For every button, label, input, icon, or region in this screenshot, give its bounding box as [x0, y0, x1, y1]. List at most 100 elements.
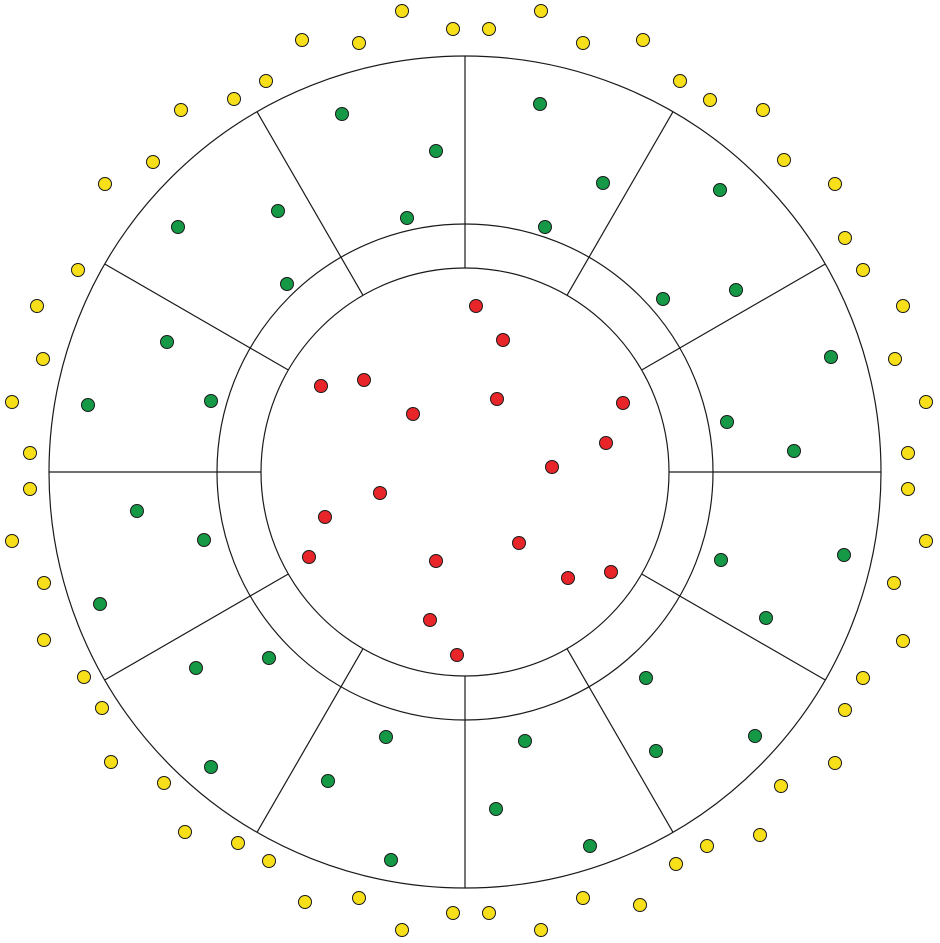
sector-divider — [256, 648, 364, 833]
yellow-dot — [901, 482, 915, 496]
green-dot — [130, 504, 144, 518]
yellow-dot — [753, 828, 767, 842]
yellow-dot — [104, 755, 118, 769]
yellow-dot — [95, 701, 109, 715]
yellow-dot — [446, 906, 460, 920]
red-dot — [423, 613, 437, 627]
yellow-dot — [157, 776, 171, 790]
yellow-dot — [23, 446, 37, 460]
yellow-dot — [352, 891, 366, 905]
yellow-dot — [636, 33, 650, 47]
yellow-dot — [576, 891, 590, 905]
yellow-dot — [856, 263, 870, 277]
yellow-dot — [700, 839, 714, 853]
yellow-dot — [37, 576, 51, 590]
sector-divider — [104, 263, 289, 371]
middle-circle — [216, 223, 714, 721]
green-dot — [518, 734, 532, 748]
yellow-dot — [36, 352, 50, 366]
green-dot — [400, 211, 414, 225]
yellow-dot — [756, 103, 770, 117]
yellow-dot — [534, 923, 548, 937]
yellow-dot — [37, 633, 51, 647]
green-dot — [656, 292, 670, 306]
yellow-dot — [98, 177, 112, 191]
red-dot — [604, 565, 618, 579]
green-dot — [583, 839, 597, 853]
green-dot — [824, 350, 838, 364]
yellow-dot — [446, 22, 460, 36]
green-dot — [713, 183, 727, 197]
red-dot — [561, 571, 575, 585]
green-dot — [596, 176, 610, 190]
red-dot — [406, 407, 420, 421]
yellow-dot — [174, 103, 188, 117]
green-dot — [759, 611, 773, 625]
red-dot — [357, 373, 371, 387]
red-dot — [545, 460, 559, 474]
sector-divider — [566, 648, 674, 833]
yellow-dot — [295, 33, 309, 47]
green-dot — [321, 774, 335, 788]
green-dot — [204, 394, 218, 408]
red-dot — [469, 299, 483, 313]
yellow-dot — [828, 177, 842, 191]
yellow-dot — [838, 231, 852, 245]
yellow-dot — [888, 352, 902, 366]
yellow-dot — [5, 534, 19, 548]
green-dot — [335, 107, 349, 121]
yellow-dot — [673, 74, 687, 88]
yellow-dot — [703, 93, 717, 107]
red-dot — [496, 333, 510, 347]
red-dot — [450, 648, 464, 662]
green-dot — [271, 204, 285, 218]
green-dot — [189, 661, 203, 675]
yellow-dot — [534, 4, 548, 18]
yellow-dot — [482, 22, 496, 36]
yellow-dot — [633, 898, 647, 912]
yellow-dot — [30, 299, 44, 313]
yellow-dot — [669, 857, 683, 871]
green-dot — [280, 277, 294, 291]
green-dot — [639, 671, 653, 685]
yellow-dot — [178, 825, 192, 839]
yellow-dot — [576, 36, 590, 50]
red-dot — [318, 510, 332, 524]
yellow-dot — [896, 299, 910, 313]
yellow-dot — [23, 482, 37, 496]
green-dot — [748, 729, 762, 743]
yellow-dot — [395, 923, 409, 937]
green-dot — [379, 730, 393, 744]
yellow-dot — [919, 395, 933, 409]
sector-divider — [641, 263, 826, 371]
yellow-dot — [482, 906, 496, 920]
sector-dividers — [49, 56, 881, 888]
yellow-dot — [828, 756, 842, 770]
yellow-dot — [919, 534, 933, 548]
sector-divider — [256, 111, 364, 296]
yellow-dot — [231, 836, 245, 850]
green-dot — [489, 802, 503, 816]
red-dot — [616, 396, 630, 410]
red-dot — [373, 486, 387, 500]
red-dot — [302, 550, 316, 564]
green-dot — [384, 853, 398, 867]
green-dot — [171, 220, 185, 234]
yellow-dot — [774, 779, 788, 793]
yellow-dot — [259, 74, 273, 88]
green-dot — [720, 415, 734, 429]
outer-yellow-dots — [5, 4, 933, 937]
green-dot — [538, 220, 552, 234]
green-dot — [93, 597, 107, 611]
yellow-dot — [856, 671, 870, 685]
green-dot — [197, 533, 211, 547]
yellow-dot — [838, 703, 852, 717]
red-dot — [314, 379, 328, 393]
green-dot — [729, 283, 743, 297]
inner-circle — [260, 267, 670, 677]
sector-green-dots — [81, 97, 851, 867]
green-dot — [787, 444, 801, 458]
yellow-dot — [395, 4, 409, 18]
